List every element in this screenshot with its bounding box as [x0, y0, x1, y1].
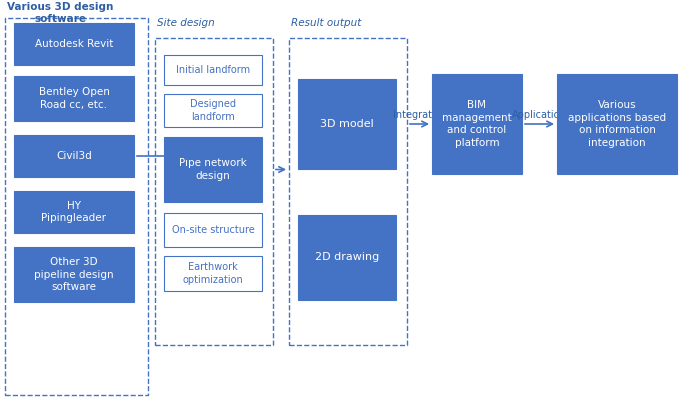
Text: BIM
management
and control
platform: BIM management and control platform [442, 100, 512, 148]
Bar [164, 137, 262, 202]
Text: Designed
landform: Designed landform [190, 99, 236, 122]
Text: 2D drawing: 2D drawing [315, 252, 379, 263]
Bar [14, 76, 134, 121]
Bar [164, 55, 262, 85]
Bar [298, 79, 396, 169]
Text: 3D model: 3D model [320, 119, 374, 129]
Bar [289, 38, 407, 345]
Text: Autodesk Revit: Autodesk Revit [35, 39, 113, 49]
Bar [14, 135, 134, 177]
Text: Various
applications based
on information
integration: Various applications based on informatio… [568, 100, 666, 148]
Text: On-site structure: On-site structure [172, 225, 254, 235]
Bar [557, 74, 677, 174]
Bar [164, 256, 262, 291]
Text: Various 3D design
software: Various 3D design software [7, 2, 114, 24]
Bar [155, 38, 273, 345]
Text: Integration: Integration [393, 110, 447, 120]
Text: Bentley Open
Road cc, etc.: Bentley Open Road cc, etc. [38, 87, 110, 110]
Text: Pipe network
design: Pipe network design [179, 158, 247, 181]
Bar [14, 247, 134, 302]
Bar [164, 94, 262, 127]
Text: Civil3d: Civil3d [56, 151, 92, 161]
Text: Initial landform: Initial landform [176, 65, 250, 75]
Bar [432, 74, 522, 174]
Bar [5, 18, 148, 395]
Text: Site design: Site design [157, 18, 215, 28]
Bar [14, 191, 134, 233]
Bar [14, 23, 134, 65]
Text: Result output: Result output [291, 18, 362, 28]
Text: Earthwork
optimization: Earthwork optimization [183, 262, 243, 285]
Text: Other 3D
pipeline design
software: Other 3D pipeline design software [34, 257, 114, 292]
Bar [298, 215, 396, 300]
Bar [164, 213, 262, 247]
Text: Application: Application [512, 110, 567, 120]
Text: HY
Pipingleader: HY Pipingleader [42, 201, 106, 223]
